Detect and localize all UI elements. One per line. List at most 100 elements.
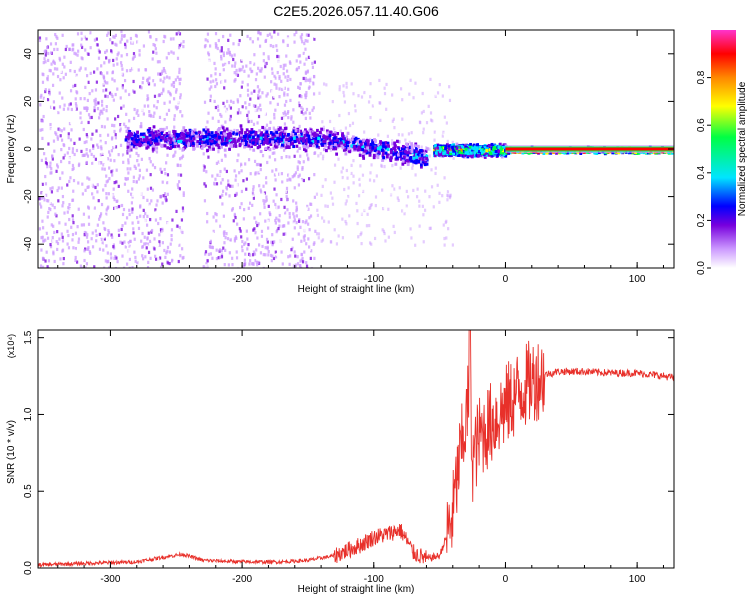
spectrogram-cell (211, 256, 214, 260)
spectrogram-cell (90, 237, 93, 241)
spectrogram-cell (267, 204, 270, 208)
spectrogram-cell (94, 157, 97, 161)
spectrogram-cell (280, 116, 284, 120)
spectrogram-cell (194, 134, 198, 139)
spectrogram-cell (56, 230, 59, 234)
spectrogram-cell (71, 150, 74, 154)
spectrogram-cell (229, 106, 233, 110)
spectrogram-cell (274, 76, 277, 80)
spectrogram-cell (134, 166, 137, 170)
spectrogram-cell (52, 224, 55, 228)
spectrogram-cell (102, 45, 105, 49)
spectrogram-cell (211, 231, 214, 235)
spectrogram-cell (285, 145, 289, 149)
spectrogram-cell (287, 145, 291, 150)
spectrogram-cell (67, 206, 70, 210)
spectrogram-cell (269, 253, 273, 258)
spectrogram-cell (74, 127, 77, 132)
spectrogram-cell (279, 172, 282, 176)
spectrogram-cell (148, 76, 151, 80)
spectrogram-cell (163, 127, 166, 132)
spectrogram-cell (391, 142, 394, 146)
spectrogram-cell (114, 207, 117, 211)
spectrogram-cell (225, 133, 229, 137)
spectrogram-cell (57, 127, 60, 131)
spectrogram-cell (43, 194, 46, 198)
spectrogram-cell (273, 173, 277, 177)
spectrogram-cell (119, 123, 122, 127)
spectrogram-cell (249, 140, 252, 144)
spectrogram-cell (147, 260, 150, 264)
spectrogram-cell (238, 171, 241, 175)
spectrogram-cell (58, 108, 61, 112)
spectrogram-cell (251, 40, 254, 44)
spectrogram-cell (294, 171, 298, 175)
spectrogram-cell (204, 134, 208, 139)
spectrogram-cell (242, 217, 245, 221)
spectrogram-cell (321, 104, 324, 108)
spectrogram-cell (313, 138, 316, 143)
spectrogram-cell (66, 151, 69, 155)
spectrogram-cell (217, 108, 220, 112)
spectrogram-cell (303, 124, 307, 128)
spectrogram-cell (125, 221, 129, 225)
spectrogram-cell (41, 80, 45, 84)
spectrogram-cell (244, 131, 247, 135)
spectrogram-cell (445, 223, 448, 227)
spectrogram-cell (127, 171, 130, 175)
spectrogram-cell (448, 196, 452, 200)
spectrogram-cell (133, 54, 136, 58)
spectrogram-cell (210, 131, 214, 135)
spectrogram-cell (170, 233, 173, 238)
spectrogram-cell (250, 138, 254, 143)
spectrogram-cell (266, 173, 269, 178)
spectrogram-cell (148, 135, 152, 140)
spectrogram-cell (336, 139, 340, 143)
spectrogram-cell (448, 85, 451, 89)
spectrogram-cell (301, 107, 304, 111)
spectrogram-cell (256, 257, 259, 262)
spectrogram-cell (290, 192, 293, 196)
spectrogram-cell (248, 130, 251, 134)
spectrogram-cell (134, 122, 137, 126)
spectrogram-cell (158, 60, 161, 64)
spectrogram-cell (146, 236, 149, 240)
spectrogram-cell (417, 217, 420, 221)
spectrogram-cell (384, 201, 387, 205)
spectrogram-cell (221, 178, 224, 182)
spectrogram-cell (215, 182, 219, 186)
spectrogram-cell (274, 145, 278, 149)
spectrogram-cell (138, 56, 141, 60)
spectrogram-cell (121, 241, 124, 245)
spectrogram-cell (239, 229, 242, 233)
spectrogram-cell (120, 72, 123, 76)
spectrogram-cell (148, 127, 152, 131)
spectrogram-cell (56, 247, 59, 252)
spectrogram-cell (227, 183, 230, 187)
spectrogram-cell (170, 83, 173, 87)
spectrogram-cell (430, 185, 434, 189)
spectrogram-cell (218, 173, 221, 177)
spectrogram-cell (98, 39, 101, 43)
spectrogram-cell (301, 260, 305, 264)
spectrogram-cell (223, 241, 226, 245)
spectrogram-cell (277, 60, 280, 64)
spectrogram-cell (287, 170, 291, 174)
spectrogram-cell (381, 154, 385, 158)
spectrogram-cell (251, 191, 254, 195)
spectrogram-cell (157, 93, 160, 98)
spectrogram-cell (273, 158, 277, 162)
spectrogram-cell (204, 252, 207, 256)
spectrogram-cell (276, 102, 279, 106)
spectrogram-cell (264, 132, 268, 136)
spectrogram-cell (46, 265, 49, 268)
spectrogram-cell (397, 140, 401, 144)
spectrogram-cell (112, 104, 115, 108)
spectrogram-cell (125, 238, 128, 242)
spectrogram-cell (182, 265, 185, 268)
spectrogram-cell (370, 199, 374, 203)
spectrogram-cell (177, 185, 180, 190)
spectrogram-cell (299, 35, 302, 39)
spectrogram-cell (76, 32, 80, 36)
spectrogram-cell (62, 262, 65, 266)
